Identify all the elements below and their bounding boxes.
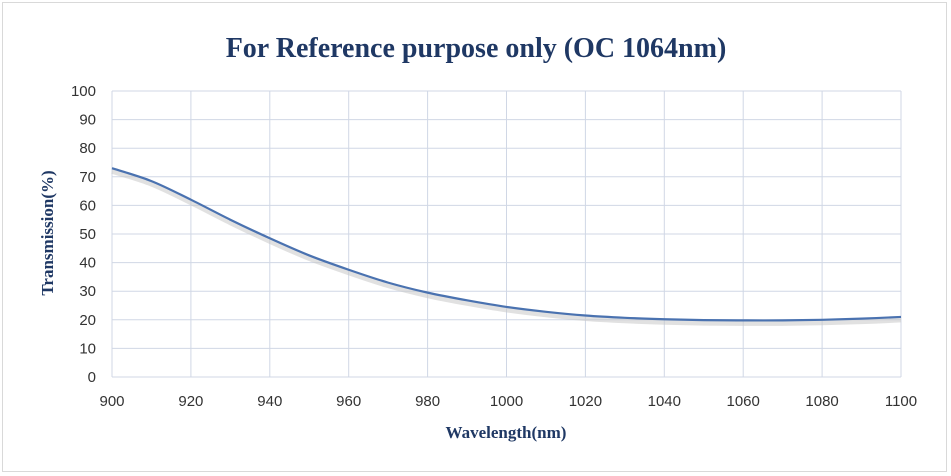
y-tick-label: 70 [79,169,96,186]
x-tick-label: 940 [257,393,282,410]
y-tick-label: 40 [79,255,96,272]
series-line [111,167,902,322]
grid [111,90,902,378]
y-tick-label: 90 [79,112,96,129]
y-tick-label: 30 [79,283,96,300]
y-axis-label: Transmission(%) [38,170,57,295]
x-axis-label: Wavelength(nm) [446,423,567,442]
x-tick-label: 1060 [727,393,760,410]
y-tick-label: 50 [79,226,96,243]
y-tick-label: 20 [79,312,96,329]
x-axis-ticks: 900 920 940 960 980 1000 1020 1040 1060 1080 1100 [99,393,917,410]
y-axis-ticks: 0 10 20 30 40 50 60 70 80 90 100 [71,83,96,386]
chart-title: For Reference purpose only (OC 1064nm) [226,33,727,64]
x-tick-label: 980 [415,393,440,410]
x-tick-label: 1040 [648,393,681,410]
y-tick-label: 10 [79,340,96,357]
x-tick-label: 1080 [805,393,838,410]
y-tick-label: 80 [79,140,96,157]
series-line-shadow [111,168,902,326]
y-tick-label: 0 [88,369,96,386]
x-tick-label: 1100 [885,393,917,410]
x-tick-label: 900 [99,393,124,410]
x-tick-label: 960 [336,393,361,410]
y-tick-label: 60 [79,197,96,214]
x-tick-label: 1000 [490,393,523,410]
y-tick-label: 100 [71,83,96,100]
x-tick-label: 920 [178,393,203,410]
series-layer [111,167,902,326]
x-tick-label: 1020 [569,393,602,410]
